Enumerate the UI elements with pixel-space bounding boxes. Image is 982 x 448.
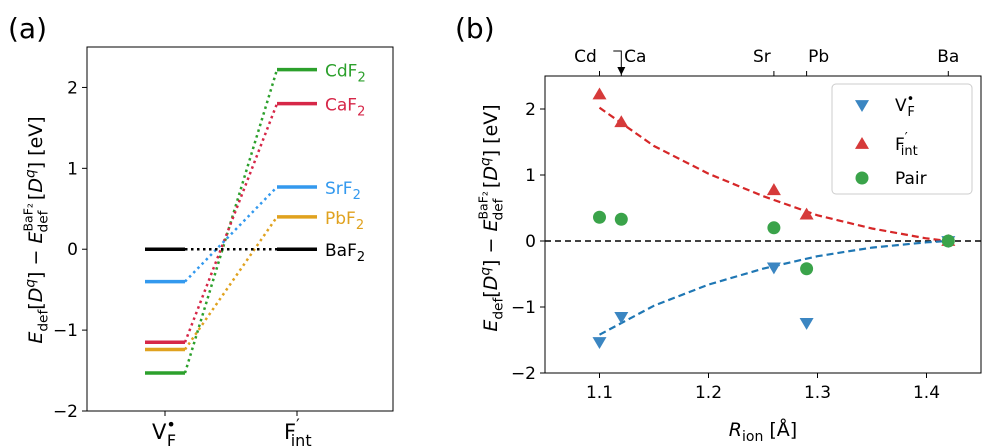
legend: V• F F′ int Pair	[831, 83, 973, 195]
top-axis-label-ca: Ca	[624, 47, 646, 67]
panel-a-category-label: F′ int	[284, 415, 312, 448]
legend-label: F′ int	[895, 131, 918, 159]
panel-b-x-axis-label: Rion [Å]	[729, 418, 797, 445]
top-axis-label-ba: Ba	[937, 47, 959, 67]
panel-b-ytick-label: 2	[525, 100, 536, 120]
vacancy-point	[592, 337, 607, 349]
panel-b-xtick-label: 1.2	[695, 383, 722, 403]
legend-box	[831, 83, 973, 195]
panel-b-y-axis-label: Edef[Dq] − EBaF₂def[Dq] [eV]	[476, 104, 507, 331]
series-label-CdF2: CdF2	[325, 62, 366, 86]
interstitial-point	[592, 87, 607, 100]
panel-a-plot: −2 −1 0 1 2 V• F F′ int CdF2 CaF2 SrF2 PbF2 BaF2	[53, 46, 394, 448]
fit-curve-interstitial	[598, 106, 949, 243]
pair-point	[593, 210, 606, 224]
top-axis-label-cd: Cd	[574, 47, 597, 67]
fit-curve-vacancy	[598, 239, 949, 336]
panel-b-xtick-label: 1.3	[804, 383, 831, 403]
top-axis-label-pb: Pb	[808, 47, 829, 67]
panel-a-ytick-label: 2	[67, 78, 78, 98]
series-label-BaF2: BaF2	[325, 241, 365, 265]
pair-point	[941, 234, 955, 248]
panel-a: Edef[Dq] − EBaF₂def[Dq] [eV] −2 −1 0 1 2 V• F F…	[21, 46, 394, 448]
interstitial-point	[766, 183, 781, 196]
series-label-CaF2: CaF2	[325, 96, 365, 120]
connector-CdF2	[183, 69, 279, 374]
interstitial-point	[614, 115, 629, 128]
legend-marker	[855, 137, 869, 149]
panel-a-frame	[86, 46, 394, 412]
connector-CaF2	[183, 103, 279, 343]
ca-pointer-line	[613, 50, 622, 70]
panel-b-xtick-label: 1.4	[913, 383, 940, 403]
panel-b-ytick-label: −1	[511, 298, 536, 318]
connector-PbF2	[183, 216, 279, 351]
panel-a-ytick-label: −1	[53, 321, 78, 341]
series-label-SrF2: SrF2	[325, 179, 361, 203]
panel-b: Edef[Dq] − EBaF₂def[Dq] [eV] Rion [Å] −2…	[476, 47, 982, 445]
vacancy-point	[766, 262, 781, 275]
panel-a-ytick-label: 1	[67, 159, 78, 179]
interstitial-point	[799, 207, 814, 220]
panel-b-plot: −2 −1 0 1 2 1.1 1.2 1.3 1.4 Cd Ca Sr Pb Ba V• F F′ int Pai…	[511, 47, 982, 403]
series-label-PbF2: PbF2	[325, 209, 364, 233]
panel-a-ytick-label: 0	[67, 240, 78, 260]
pair-point	[614, 212, 628, 226]
panel-b-label: (b)	[455, 12, 495, 45]
vacancy-point	[614, 312, 629, 324]
panel-a-y-axis-label: Edef[Dq] − EBaF₂def[Dq] [eV]	[21, 116, 52, 343]
panel-b-ytick-label: 1	[525, 166, 536, 186]
pair-point	[800, 262, 814, 276]
panel-a-category-label: V• F	[152, 415, 176, 448]
pair-point	[767, 221, 781, 235]
legend-marker	[855, 171, 869, 185]
ca-pointer-arrowhead	[617, 67, 626, 75]
panel-b-ytick-label: 0	[525, 232, 536, 252]
panel-b-ytick-label: −2	[511, 364, 536, 384]
top-axis-label-sr: Sr	[753, 47, 771, 67]
legend-label: Pair	[895, 169, 927, 189]
panel-a-ytick-label: −2	[53, 402, 78, 422]
panel-b-xtick-label: 1.1	[586, 383, 613, 403]
legend-marker	[855, 100, 869, 112]
panel-a-label: (a)	[8, 12, 47, 45]
legend-label: V• F	[895, 92, 915, 120]
panel-b-frame	[544, 75, 982, 374]
vacancy-point	[799, 317, 814, 330]
connector-SrF2	[184, 186, 278, 283]
